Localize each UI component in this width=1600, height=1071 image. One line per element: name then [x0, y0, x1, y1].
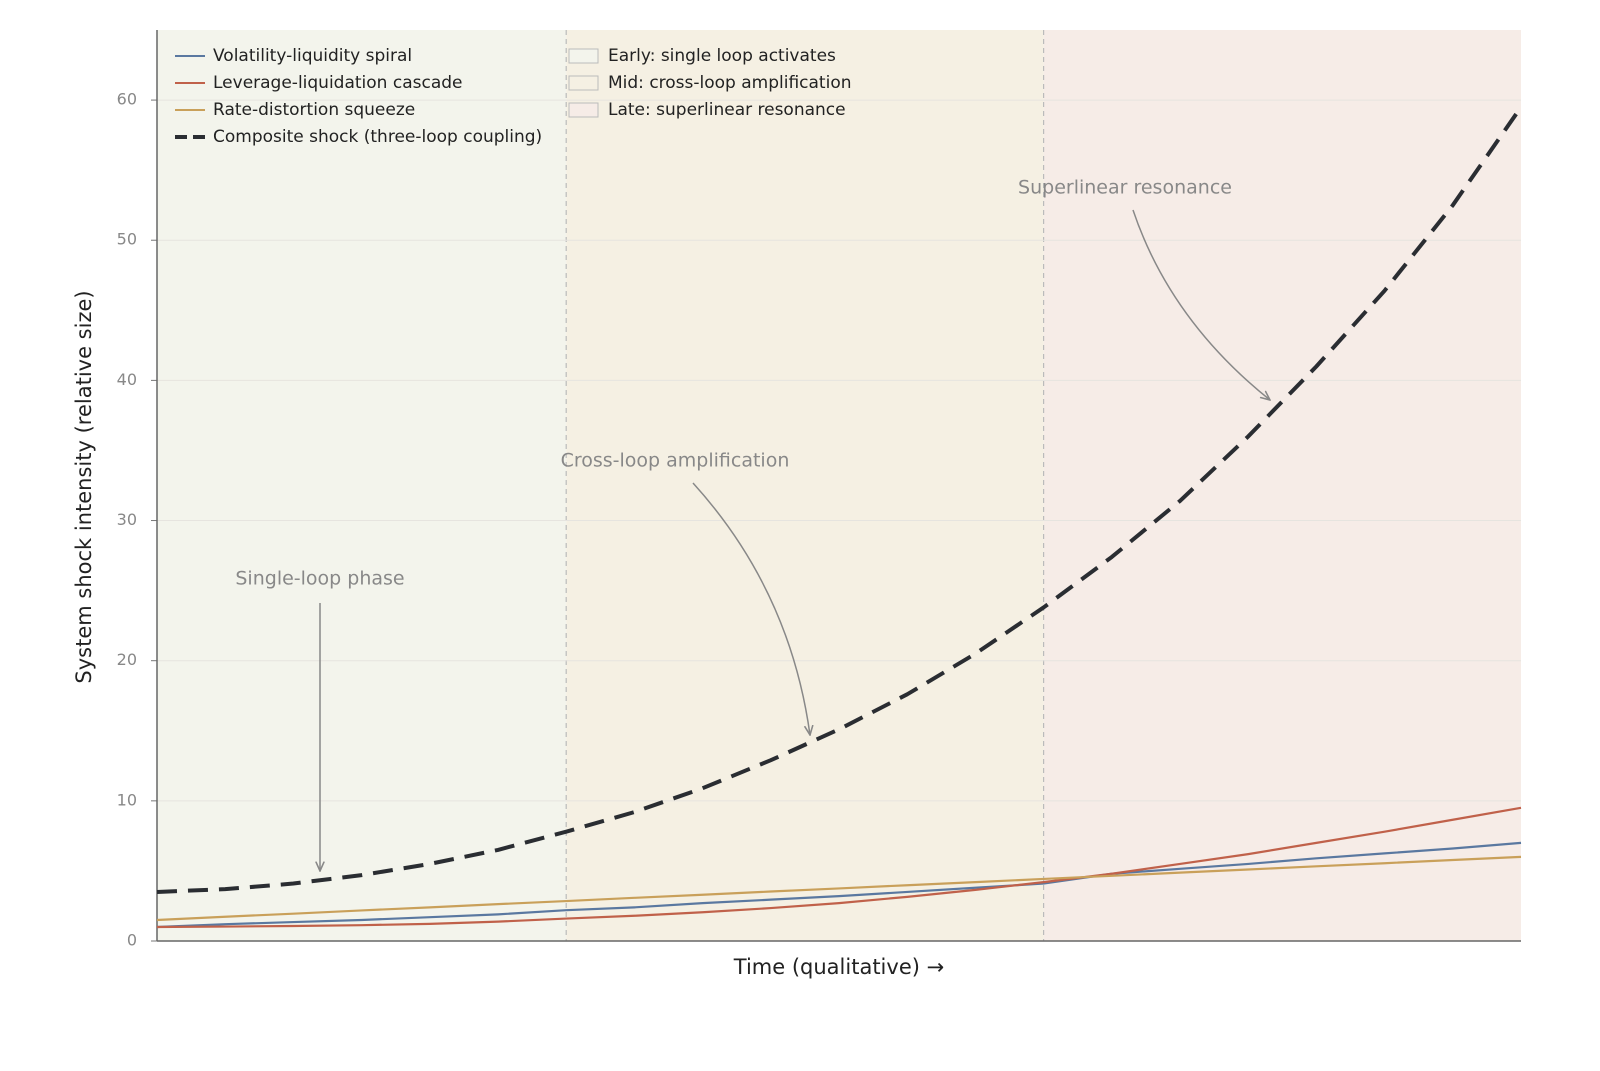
legend-label: Late: superlinear resonance: [608, 100, 846, 120]
y-tick-label: 30: [117, 510, 137, 529]
legend-label: Leverage-liquidation cascade: [213, 73, 463, 93]
annotation: Superlinear resonance: [1018, 177, 1232, 199]
series-line: [156, 806, 1522, 929]
y-tick-label: 0: [127, 931, 137, 950]
y-tick-label: 40: [117, 370, 137, 389]
annotation-arrow: [692, 482, 810, 735]
annotation: Single-loop phase: [235, 568, 404, 590]
legend-patch: [568, 75, 599, 91]
phase-band: [157, 30, 567, 941]
phase-band: [1043, 30, 1521, 941]
phase-band: [566, 30, 1044, 941]
legend-label: Early: single loop activates: [608, 46, 836, 66]
composite-line: [156, 105, 1523, 894]
legend-label: Volatility-liquidity spiral: [213, 46, 412, 66]
y-axis-label: System shock intensity (relative size): [72, 290, 96, 683]
legend-label: Composite shock (three-loop coupling): [213, 127, 542, 147]
legend-label: Mid: cross-loop amplification: [608, 73, 852, 93]
y-tick-label: 20: [117, 650, 137, 669]
series-line: [156, 841, 1522, 929]
legend-patch: [568, 48, 599, 64]
legend-patch: [568, 102, 599, 118]
legend: Volatility-liquidity spiral Leverage-liqu…: [175, 46, 852, 147]
y-tick-label: 10: [117, 790, 137, 809]
legend-label: Rate-distortion squeeze: [213, 100, 415, 120]
annotation-arrow: [1132, 209, 1270, 400]
annotation: Cross-loop amplification: [561, 450, 790, 472]
y-tick-label: 60: [117, 90, 137, 109]
x-axis-label: Time (qualitative) →: [733, 955, 944, 979]
series-line: [156, 855, 1522, 922]
y-tick-label: 50: [117, 230, 137, 249]
